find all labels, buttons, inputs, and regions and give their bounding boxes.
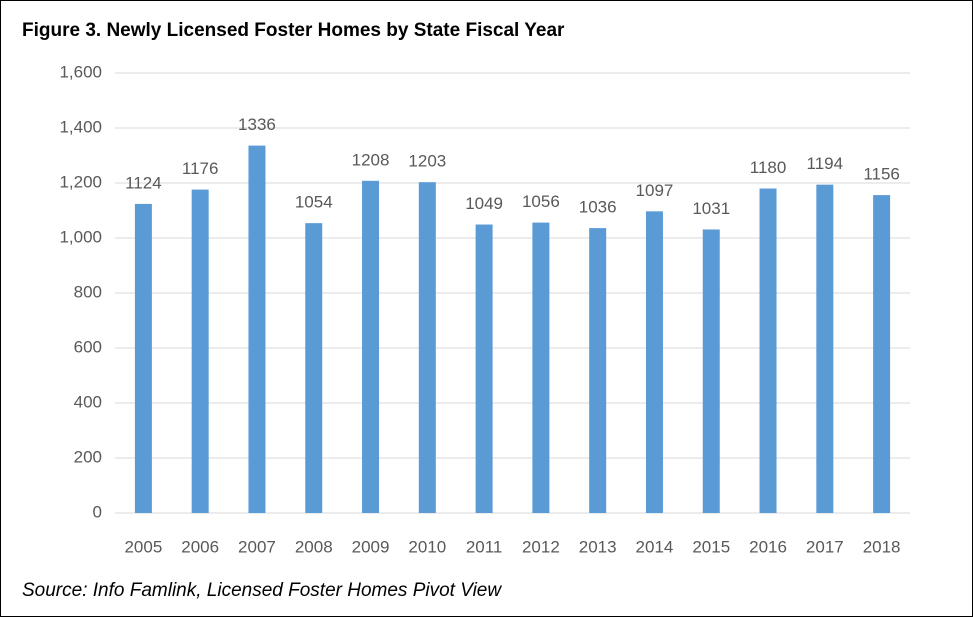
y-tick-label: 600 — [74, 337, 102, 356]
data-label: 1124 — [125, 173, 162, 192]
data-label: 1049 — [465, 194, 503, 213]
bar — [816, 184, 834, 513]
data-label: 1097 — [636, 181, 674, 200]
chart-title: Figure 3. Newly Licensed Foster Homes by… — [22, 20, 565, 41]
x-tick-label: 2013 — [579, 537, 617, 556]
bar — [305, 223, 323, 513]
data-label: 1203 — [408, 152, 446, 171]
x-tick-label: 2015 — [692, 537, 730, 556]
bar — [589, 228, 607, 513]
y-tick-label: 400 — [74, 392, 102, 411]
data-label: 1176 — [182, 159, 219, 178]
y-tick-label: 0 — [93, 502, 102, 521]
y-tick-label: 800 — [74, 282, 102, 301]
x-tick-label: 2016 — [749, 537, 787, 556]
bar — [645, 211, 663, 513]
y-tick-label: 1,200 — [59, 172, 102, 191]
data-label: 1208 — [352, 150, 390, 169]
bar — [362, 180, 380, 514]
data-label: 1054 — [295, 193, 333, 212]
bar — [873, 195, 891, 513]
x-tick-label: 2011 — [466, 537, 503, 556]
x-tick-label: 2017 — [806, 537, 844, 556]
data-label: 1194 — [807, 154, 844, 173]
bar — [532, 222, 550, 513]
x-tick-label: 2010 — [408, 537, 446, 556]
y-tick-label: 200 — [74, 447, 102, 466]
x-tick-label: 2006 — [181, 537, 219, 556]
x-tick-label: 2008 — [295, 537, 333, 556]
bar — [418, 182, 436, 514]
data-label: 1036 — [579, 198, 617, 217]
x-tick-label: 2012 — [522, 537, 560, 556]
bar — [702, 229, 720, 513]
x-tick-label: 2007 — [238, 537, 276, 556]
data-label: 1056 — [522, 192, 560, 211]
y-tick-label: 1,000 — [59, 227, 102, 246]
bar — [191, 189, 209, 513]
data-label: 1180 — [750, 158, 787, 177]
y-tick-label: 1,600 — [59, 62, 102, 81]
bar — [475, 224, 493, 513]
x-tick-label: 2014 — [636, 537, 674, 556]
data-label: 1156 — [863, 165, 900, 184]
data-label: 1031 — [692, 199, 730, 218]
x-tick-label: 2018 — [863, 537, 901, 556]
bar — [248, 145, 266, 513]
data-label: 1336 — [238, 115, 276, 134]
x-tick-label: 2005 — [124, 537, 162, 556]
source-note: Source: Info Famlink, Licensed Foster Ho… — [22, 580, 502, 601]
bar — [134, 203, 152, 513]
bar — [759, 188, 777, 513]
y-tick-label: 1,400 — [59, 117, 102, 136]
x-tick-label: 2009 — [352, 537, 390, 556]
